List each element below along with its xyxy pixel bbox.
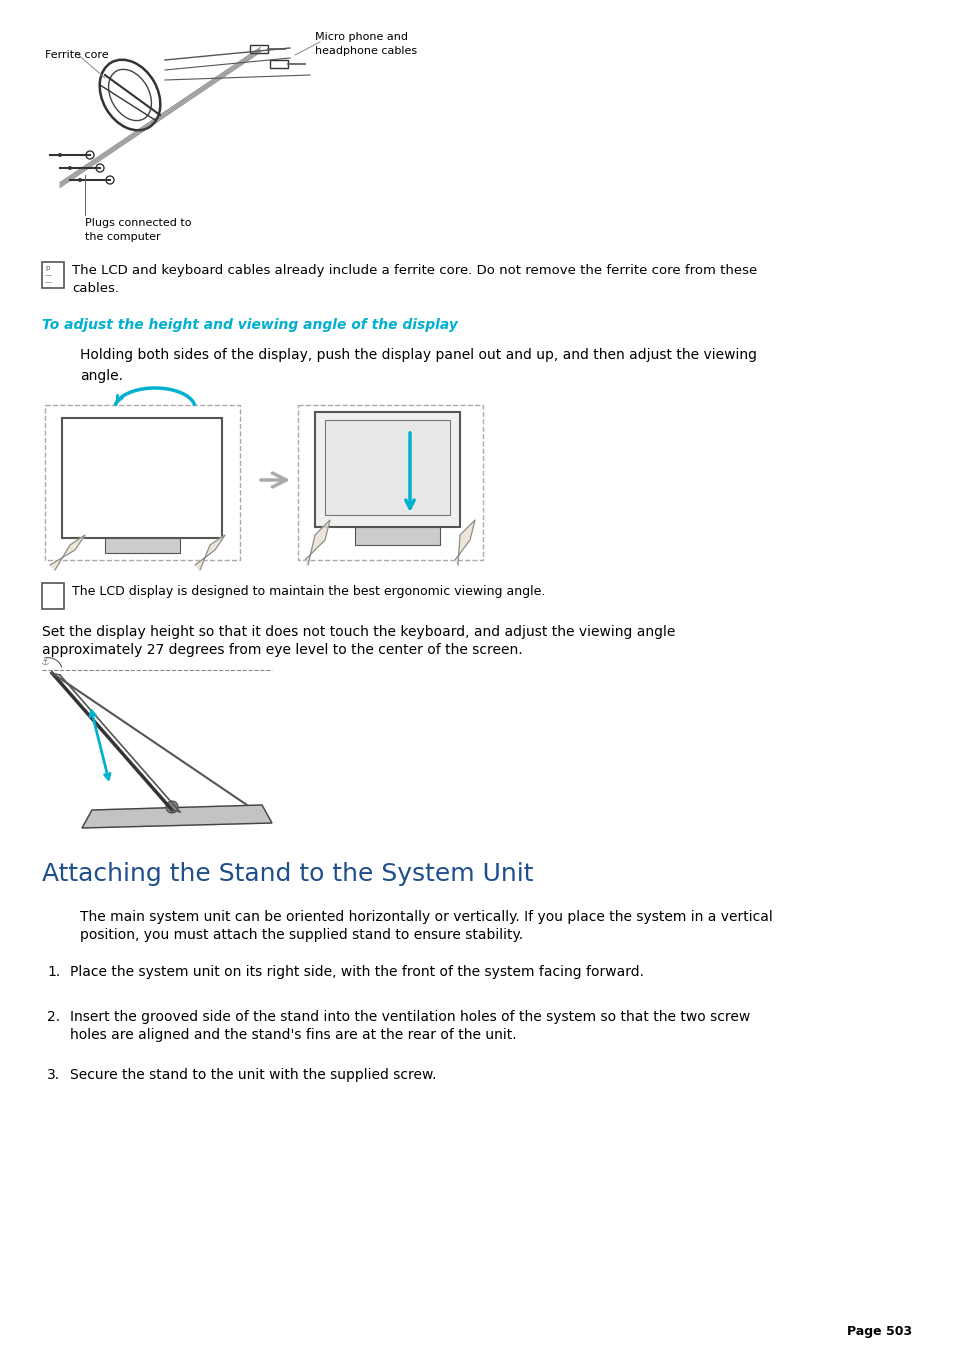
Circle shape (78, 178, 82, 182)
Bar (297, 405, 482, 561)
Text: p
—
—: p — — (45, 265, 52, 285)
Bar (270, 59, 288, 68)
Text: The LCD and keyboard cables already include a ferrite core. Do not remove the fe: The LCD and keyboard cables already incl… (71, 263, 757, 295)
Text: approximately 27 degrees from eye level to the center of the screen.: approximately 27 degrees from eye level … (42, 643, 522, 657)
Text: The main system unit can be oriented horizontally or vertically. If you place th: The main system unit can be oriented hor… (80, 911, 772, 924)
Polygon shape (194, 535, 225, 570)
Circle shape (68, 166, 71, 170)
Bar (45, 405, 240, 561)
Bar (355, 527, 439, 544)
Text: 3.: 3. (47, 1069, 60, 1082)
Text: The LCD display is designed to maintain the best ergonomic viewing angle.: The LCD display is designed to maintain … (71, 585, 545, 598)
Polygon shape (455, 520, 475, 565)
Text: ⚓: ⚓ (40, 657, 49, 667)
Bar (62, 417, 222, 538)
Circle shape (58, 153, 62, 157)
Text: Set the display height so that it does not touch the keyboard, and adjust the vi: Set the display height so that it does n… (42, 626, 675, 639)
Text: Ferrite core: Ferrite core (45, 50, 109, 59)
Text: To adjust the height and viewing angle of the display: To adjust the height and viewing angle o… (42, 317, 457, 332)
Text: Secure the stand to the unit with the supplied screw.: Secure the stand to the unit with the su… (70, 1069, 436, 1082)
Text: the computer: the computer (85, 232, 160, 242)
Text: headphone cables: headphone cables (314, 46, 416, 55)
Text: Place the system unit on its right side, with the front of the system facing for: Place the system unit on its right side,… (70, 965, 643, 979)
Text: Page 503: Page 503 (846, 1325, 911, 1337)
Text: 2.: 2. (47, 1011, 60, 1024)
Bar (325, 420, 450, 515)
Polygon shape (305, 520, 330, 565)
Polygon shape (82, 805, 272, 828)
Circle shape (166, 801, 178, 813)
Text: Insert the grooved side of the stand into the ventilation holes of the system so: Insert the grooved side of the stand int… (70, 1011, 749, 1024)
Bar (105, 538, 180, 553)
Bar (314, 412, 459, 527)
Bar (250, 45, 268, 53)
Text: Holding both sides of the display, push the display panel out and up, and then a: Holding both sides of the display, push … (80, 349, 757, 382)
Text: Attaching the Stand to the System Unit: Attaching the Stand to the System Unit (42, 862, 533, 886)
Text: Plugs connected to: Plugs connected to (85, 218, 192, 228)
Text: holes are aligned and the stand's fins are at the rear of the unit.: holes are aligned and the stand's fins a… (70, 1028, 517, 1042)
Polygon shape (50, 535, 85, 570)
Text: 1.: 1. (47, 965, 60, 979)
Text: Micro phone and: Micro phone and (314, 32, 408, 42)
Text: position, you must attach the supplied stand to ensure stability.: position, you must attach the supplied s… (80, 928, 522, 942)
